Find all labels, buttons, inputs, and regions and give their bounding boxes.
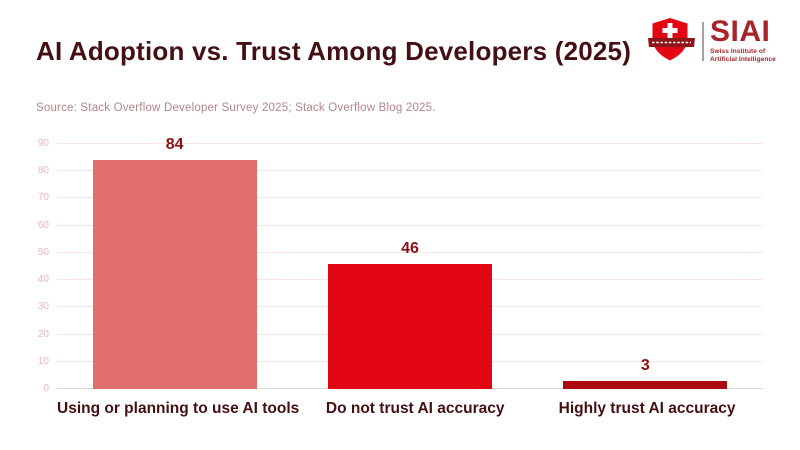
bar-value-label: 3 bbox=[640, 356, 650, 374]
swiss-shield-icon bbox=[648, 17, 695, 68]
siai-name-line1: Swiss Institute of bbox=[710, 48, 766, 55]
y-tick-label: 90 bbox=[37, 138, 49, 149]
bar bbox=[328, 263, 492, 389]
y-tick-label: 50 bbox=[37, 246, 49, 258]
x-axis-labels: Using or planning to use AI tools Do not … bbox=[57, 400, 763, 418]
bar bbox=[563, 380, 728, 389]
siai-logo: SIAI Swiss Institute of Artificial Intel… bbox=[648, 17, 776, 68]
bar-value-label: 84 bbox=[165, 136, 184, 154]
gridline bbox=[57, 197, 763, 199]
gridline bbox=[57, 251, 763, 253]
y-tick-label: 10 bbox=[37, 355, 49, 367]
bar-value-label: 46 bbox=[401, 239, 419, 257]
y-tick-label: 30 bbox=[37, 301, 49, 313]
siai-name: Swiss Institute of Artificial Intelligen… bbox=[710, 48, 776, 63]
gridline bbox=[57, 170, 763, 172]
x-category-label: Using or planning to use AI tools bbox=[57, 400, 300, 417]
source-citation: Source: Stack Overflow Developer Survey … bbox=[36, 102, 436, 114]
logo-divider bbox=[702, 22, 704, 61]
gridline bbox=[57, 143, 763, 144]
siai-name-line2: Artificial Intelligence bbox=[710, 55, 776, 63]
page-title: AI Adoption vs. Trust Among Developers (… bbox=[36, 36, 632, 67]
logo-text: SIAI Swiss Institute of Artificial Intel… bbox=[710, 17, 776, 63]
gridline bbox=[57, 224, 763, 226]
y-tick-label: 70 bbox=[37, 192, 49, 204]
x-category-label: Do not trust AI accuracy bbox=[325, 400, 505, 417]
y-tick-label: 60 bbox=[37, 219, 49, 231]
x-category-label: Highly trust AI accuracy bbox=[558, 400, 736, 417]
y-tick-label: 20 bbox=[37, 328, 49, 340]
plot-area: 0 10 20 30 40 50 60 70 80 90 84 46 3 bbox=[38, 136, 763, 394]
y-tick-label: 0 bbox=[43, 383, 49, 394]
y-tick-label: 40 bbox=[37, 274, 49, 286]
siai-acronym: SIAI bbox=[710, 15, 771, 48]
y-tick-label: 80 bbox=[37, 165, 49, 177]
bar bbox=[92, 160, 257, 389]
